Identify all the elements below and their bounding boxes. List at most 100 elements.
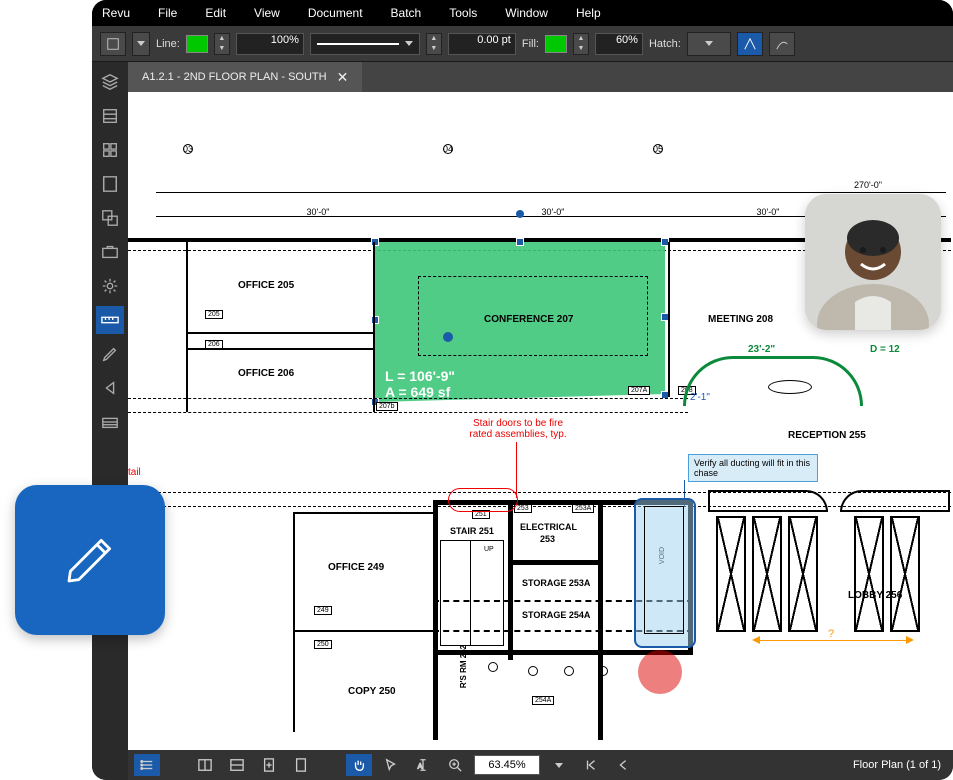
menu-edit[interactable]: Edit — [205, 6, 226, 20]
stroke-spinner[interactable]: ▲▼ — [426, 33, 442, 55]
label-copy: COPY 250 — [348, 686, 396, 697]
first-page-icon[interactable] — [578, 754, 604, 776]
red-circle-markup[interactable] — [638, 650, 682, 694]
grid-label-04: 04 — [443, 144, 453, 154]
status-bar: A 63.45% Floor Plan (1 of 1) — [128, 750, 953, 780]
label-office-205: OFFICE 205 — [238, 280, 294, 291]
back-icon[interactable] — [96, 374, 124, 402]
fill-spinner[interactable]: ▲▼ — [573, 33, 589, 55]
door-panel — [854, 516, 884, 632]
dim-d: D = 12 — [870, 344, 900, 355]
door-panel — [752, 516, 782, 632]
wall-heavy — [433, 500, 438, 740]
page-icon[interactable] — [288, 754, 314, 776]
dim-span: 23'-2" — [748, 344, 775, 355]
new-page-icon[interactable] — [256, 754, 282, 776]
stair-flights — [440, 540, 504, 646]
lobby-arc-2 — [840, 490, 950, 512]
opacity-field[interactable]: 100% — [236, 33, 304, 55]
layers-icon[interactable] — [96, 68, 124, 96]
toolchest-icon[interactable] — [96, 238, 124, 266]
split-v-icon[interactable] — [192, 754, 218, 776]
label-stair: STAIR 251 — [450, 526, 494, 536]
label-electrical-a: ELECTRICAL — [520, 522, 577, 532]
document-tab[interactable]: A1.2.1 - 2ND FLOOR PLAN - SOUTH ✕ — [128, 62, 362, 92]
label-conference: CONFERENCE 207 — [484, 314, 573, 325]
pen-icon[interactable] — [96, 340, 124, 368]
blue-note[interactable]: Verify all ducting will fit in this chas… — [688, 454, 818, 482]
tag-249: 249 — [314, 606, 332, 615]
wall — [293, 512, 433, 514]
bookmarks-icon[interactable] — [96, 170, 124, 198]
menu-window[interactable]: Window — [505, 6, 548, 20]
menu-file[interactable]: File — [158, 6, 177, 20]
menu-revu[interactable]: Revu — [102, 6, 130, 20]
tab-bar: A1.2.1 - 2ND FLOOR PLAN - SOUTH ✕ — [128, 62, 953, 92]
wall — [668, 242, 670, 397]
orange-dim-text: ? — [828, 628, 834, 640]
menu-tools[interactable]: Tools — [449, 6, 477, 20]
opacity-spinner[interactable]: ▲▼ — [214, 33, 230, 55]
avatar-icon — [805, 194, 941, 330]
fixture — [598, 666, 608, 676]
dim-line-overall — [156, 192, 946, 193]
split-h-icon[interactable] — [224, 754, 250, 776]
rotate-handle[interactable] — [516, 210, 524, 218]
fixture — [564, 666, 574, 676]
shape-tool-button[interactable] — [100, 32, 126, 56]
chase-shaft — [644, 506, 684, 634]
menu-batch[interactable]: Batch — [391, 6, 422, 20]
text-select-icon[interactable]: A — [410, 754, 436, 776]
orange-arrow-l — [752, 636, 760, 644]
label-meeting: MEETING 208 — [708, 314, 773, 325]
menubar: Revu File Edit View Document Batch Tools… — [92, 0, 953, 26]
line-style-dropdown[interactable] — [310, 33, 420, 55]
settings-icon[interactable] — [96, 272, 124, 300]
zoom-field[interactable]: 63.45% — [474, 755, 540, 775]
fill-pct-field[interactable]: 60% — [595, 33, 643, 55]
zoom-icon[interactable] — [442, 754, 468, 776]
center-handle[interactable] — [443, 332, 453, 342]
fixture — [528, 666, 538, 676]
tab-title: A1.2.1 - 2ND FLOOR PLAN - SOUTH — [142, 71, 327, 83]
hatch-dropdown[interactable] — [687, 32, 731, 56]
menu-help[interactable]: Help — [576, 6, 601, 20]
left-sidebar — [92, 62, 128, 780]
thumbnails-icon[interactable] — [96, 102, 124, 130]
menu-view[interactable]: View — [254, 6, 280, 20]
drawing-canvas[interactable]: 03 04 05 30'-0" 30'-0" 30'-0" 270'-0" L … — [128, 92, 953, 750]
dim-blue: 2'-1" — [690, 392, 710, 403]
wall — [293, 630, 433, 632]
red-cloud-markup[interactable] — [448, 488, 518, 512]
hatch-label: Hatch: — [649, 38, 681, 50]
label-reception: RECEPTION 255 — [788, 430, 866, 441]
keyboard-icon[interactable] — [96, 408, 124, 436]
dim-1: 30'-0" — [542, 207, 565, 217]
prev-page-icon[interactable] — [610, 754, 636, 776]
line-color-swatch[interactable] — [186, 35, 208, 53]
label-storage-254a: STORAGE 254A — [522, 610, 590, 620]
orange-dim-line[interactable] — [756, 640, 906, 641]
snap-button[interactable] — [737, 32, 763, 56]
user-avatar-overlay[interactable] — [805, 194, 941, 330]
panel-toggle-icon[interactable] — [134, 754, 160, 776]
select-arrow-icon[interactable] — [378, 754, 404, 776]
wall-heavy — [508, 560, 598, 565]
red-leader — [516, 442, 517, 498]
red-note[interactable]: Stair doors to be fire rated assemblies,… — [448, 418, 588, 440]
spaces-icon[interactable] — [96, 204, 124, 232]
pan-hand-icon[interactable] — [346, 754, 372, 776]
pencil-tile-overlay[interactable] — [15, 485, 165, 635]
lobby-arc-1 — [708, 490, 828, 512]
sel-handle[interactable] — [516, 238, 524, 246]
curve-button[interactable] — [769, 32, 795, 56]
measure-icon[interactable] — [96, 306, 124, 334]
grid-icon[interactable] — [96, 136, 124, 164]
fill-color-swatch[interactable] — [545, 35, 567, 53]
tab-close-icon[interactable]: ✕ — [337, 69, 349, 86]
shape-tool-dropdown[interactable] — [132, 32, 150, 56]
zoom-dropdown[interactable] — [546, 754, 572, 776]
menu-document[interactable]: Document — [308, 6, 363, 20]
tag-253a: 253A — [572, 504, 594, 513]
stroke-field[interactable]: 0.00 pt — [448, 33, 516, 55]
